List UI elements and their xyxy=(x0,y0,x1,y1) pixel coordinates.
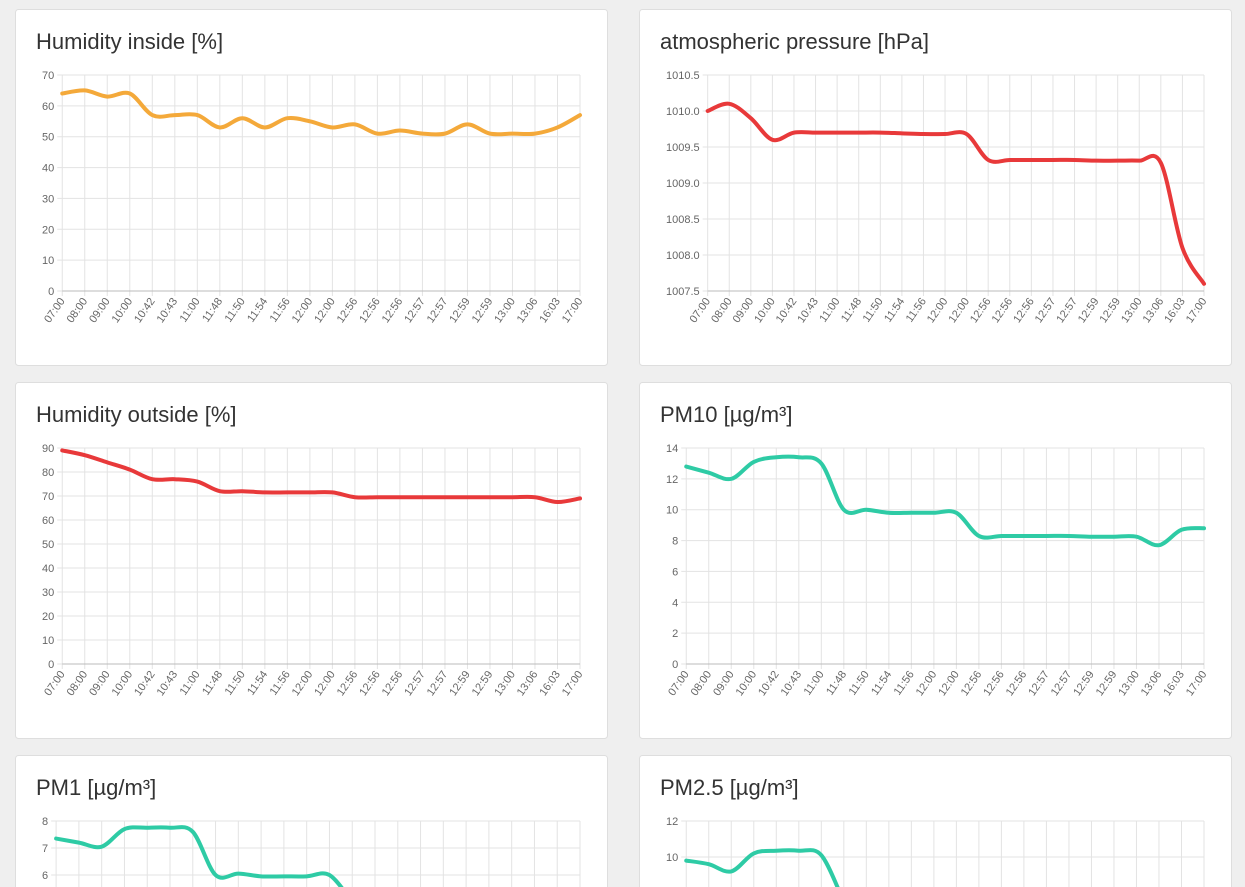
chart-title: PM1 [µg/m³] xyxy=(36,775,156,800)
y-tick-label: 2 xyxy=(672,628,678,640)
data-line xyxy=(684,848,840,887)
chart-title: Humidity inside [%] xyxy=(36,29,223,54)
card xyxy=(15,9,608,366)
chart-title: Humidity outside [%] xyxy=(36,402,237,427)
y-tick-label: 0 xyxy=(672,659,678,671)
y-tick-label: 90 xyxy=(42,443,54,455)
y-tick-label: 12 xyxy=(666,816,678,828)
data-line xyxy=(54,825,344,887)
y-tick-label: 7 xyxy=(42,843,48,855)
data-line xyxy=(705,101,1206,286)
y-tick-label: 1009.0 xyxy=(666,178,700,190)
chart-title: PM2.5 [µg/m³] xyxy=(660,775,799,800)
y-tick-label: 40 xyxy=(42,563,54,575)
y-tick-label: 10 xyxy=(666,505,678,517)
y-tick-label: 60 xyxy=(42,101,54,113)
y-tick-label: 1007.5 xyxy=(666,286,700,298)
card xyxy=(639,382,1232,739)
chart-title: PM10 [µg/m³] xyxy=(660,402,792,427)
y-tick-label: 1008.0 xyxy=(666,250,700,262)
y-tick-label: 30 xyxy=(42,587,54,599)
y-tick-label: 50 xyxy=(42,539,54,551)
y-tick-label: 12 xyxy=(666,474,678,486)
y-tick-label: 70 xyxy=(42,70,54,82)
y-tick-label: 0 xyxy=(48,286,54,298)
y-tick-label: 14 xyxy=(666,443,678,455)
y-tick-label: 30 xyxy=(42,193,54,205)
y-tick-label: 0 xyxy=(48,659,54,671)
y-tick-label: 4 xyxy=(672,597,678,609)
card xyxy=(639,9,1232,366)
y-tick-label: 10 xyxy=(42,255,54,267)
y-tick-label: 70 xyxy=(42,491,54,503)
y-tick-label: 10 xyxy=(42,635,54,647)
y-tick-label: 1010.5 xyxy=(666,70,700,82)
y-tick-label: 40 xyxy=(42,163,54,175)
y-tick-label: 10 xyxy=(666,852,678,864)
y-tick-label: 50 xyxy=(42,132,54,144)
y-tick-label: 6 xyxy=(672,566,678,578)
y-tick-label: 1010.0 xyxy=(666,106,700,118)
y-tick-label: 20 xyxy=(42,611,54,623)
chart-title: atmospheric pressure [hPa] xyxy=(660,29,929,54)
data-line xyxy=(684,454,1206,548)
y-tick-label: 8 xyxy=(42,816,48,828)
y-tick-label: 60 xyxy=(42,515,54,527)
y-tick-label: 1009.5 xyxy=(666,142,700,154)
y-tick-label: 1008.5 xyxy=(666,214,700,226)
y-tick-label: 80 xyxy=(42,467,54,479)
data-line xyxy=(60,448,582,504)
data-line xyxy=(60,88,582,137)
y-tick-label: 6 xyxy=(42,870,48,882)
y-tick-label: 8 xyxy=(672,536,678,548)
y-tick-label: 20 xyxy=(42,224,54,236)
